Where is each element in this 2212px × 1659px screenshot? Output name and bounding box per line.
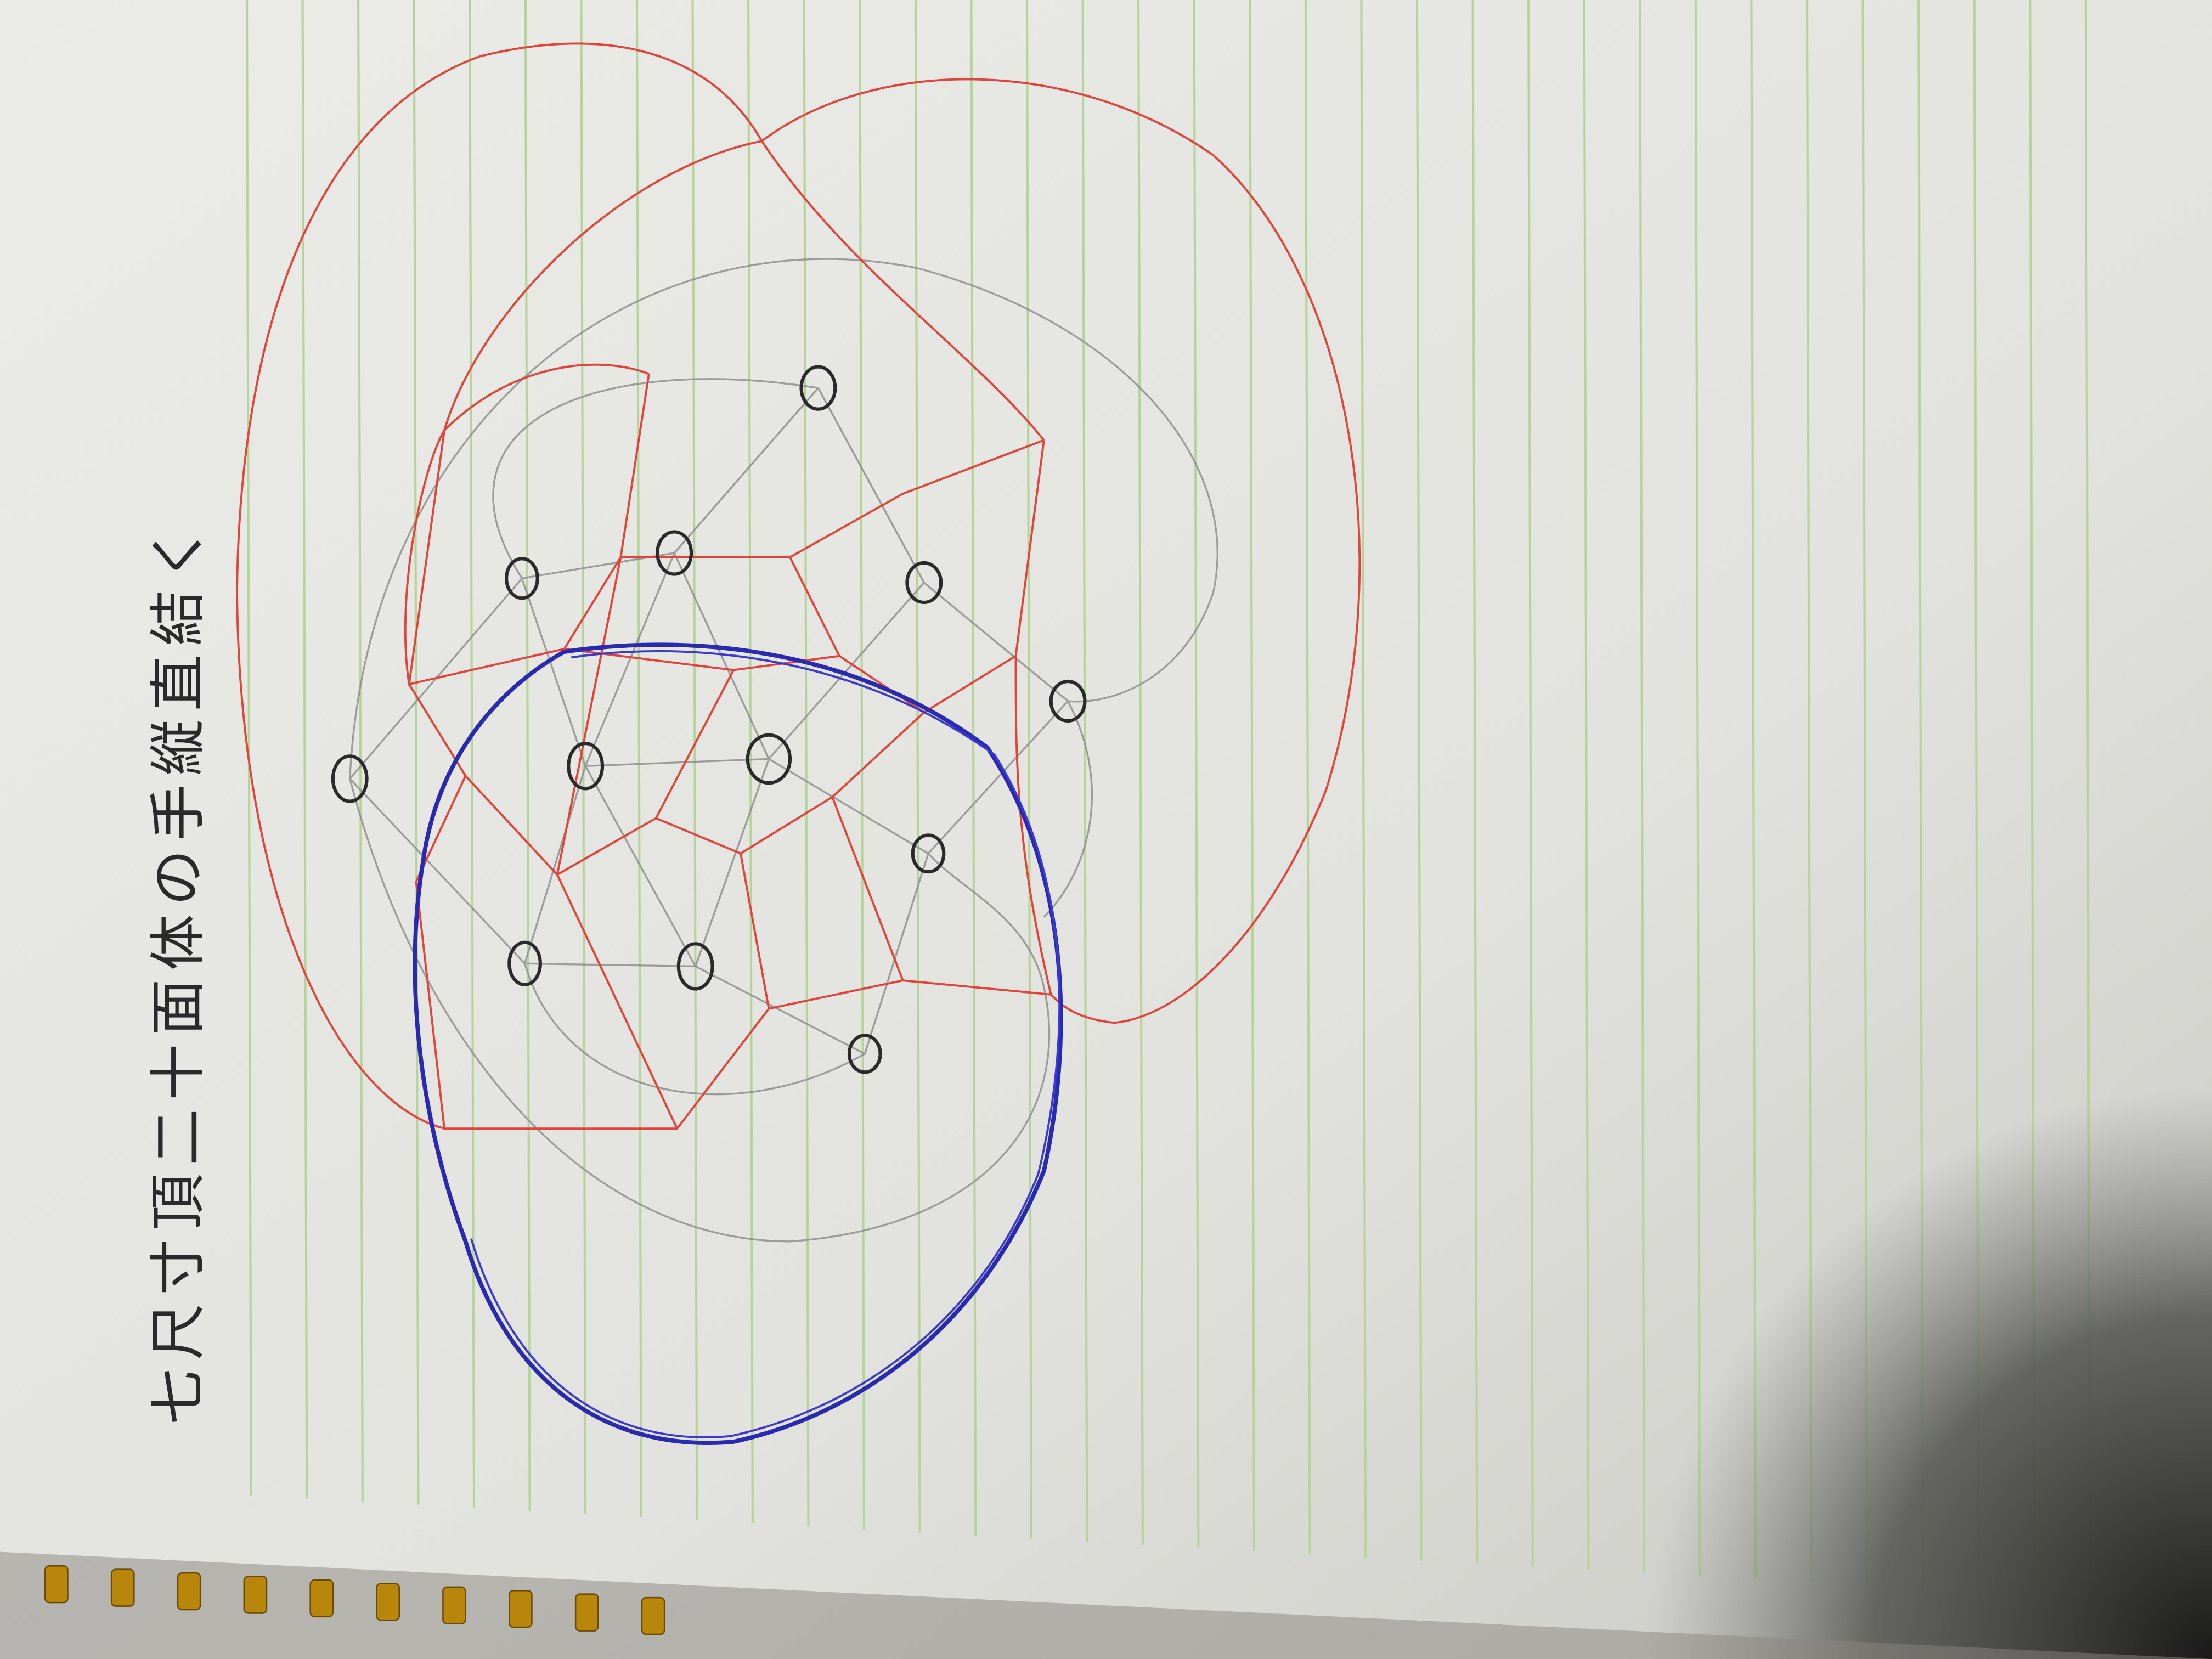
ruled-line [1081,0,1088,1542]
ruled-line [524,0,531,1511]
vertices [331,365,1087,1074]
blue-loop-trace [470,650,1061,1438]
pencil-edges [348,258,1218,1243]
ruled-line [803,0,810,1527]
binder-holes [44,1565,665,1635]
ruled-line [859,0,866,1530]
handwritten-caption: 七尺寸頂二十面体の手縦直結く [146,516,211,1425]
binder-hole [641,1596,665,1635]
binder-hole [442,1586,466,1625]
ruled-line [691,0,698,1520]
ruled-line [413,0,420,1505]
ruled-line [301,0,308,1499]
ruled-line [1193,0,1200,1548]
blue-loop [413,642,1063,1445]
ruled-line [469,0,476,1508]
ruled-line [1249,0,1256,1551]
binder-hole [376,1583,400,1621]
ruled-line [1025,0,1032,1539]
ruled-line [357,0,364,1502]
binder-hole [243,1576,268,1614]
page-edge [0,1551,2212,1659]
binder-hole [574,1593,599,1632]
shadow [1269,705,2212,1659]
red-edges [236,42,1361,1130]
binder-hole [509,1590,533,1628]
binder-hole [177,1572,201,1611]
ruled-line [1137,0,1144,1545]
binder-hole [110,1568,135,1607]
ruled-line [245,0,252,1496]
ruled-line [914,0,921,1533]
binder-hole [309,1579,334,1618]
ruled-line [635,0,642,1517]
ruled-line [970,0,977,1536]
ruled-line [747,0,754,1523]
binder-hole [44,1565,69,1604]
